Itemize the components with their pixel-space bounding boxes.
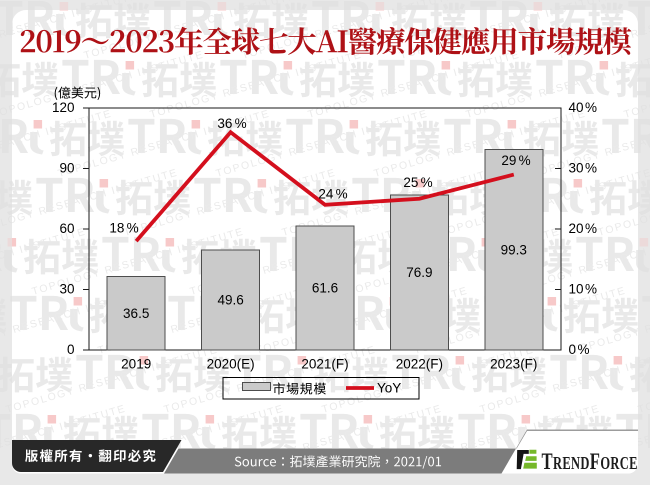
svg-text:2019: 2019 <box>121 357 151 372</box>
svg-text:TRENDFORCE: TRENDFORCE <box>542 450 638 475</box>
svg-text:99.3: 99.3 <box>501 243 527 258</box>
svg-text:60: 60 <box>59 221 74 236</box>
svg-text:20%: 20% <box>569 221 598 236</box>
svg-text:36%: 36% <box>217 116 246 131</box>
svg-text:30%: 30% <box>569 161 598 176</box>
svg-text:76.9: 76.9 <box>406 265 432 280</box>
svg-text:29%: 29% <box>501 153 530 168</box>
svg-text:18%: 18% <box>109 221 138 236</box>
svg-text:40%: 40% <box>569 100 598 115</box>
svg-text:2023(F): 2023(F) <box>490 357 537 372</box>
svg-text:61.6: 61.6 <box>312 281 338 296</box>
svg-text:2020(E): 2020(E) <box>207 357 255 372</box>
svg-text:0: 0 <box>67 342 75 357</box>
svg-text:30: 30 <box>59 282 74 297</box>
svg-text:2021(F): 2021(F) <box>301 357 348 372</box>
svg-text:120: 120 <box>52 100 75 115</box>
svg-text:90: 90 <box>59 161 74 176</box>
svg-text:10%: 10% <box>569 282 598 297</box>
svg-text:0%: 0% <box>569 342 590 357</box>
svg-text:2022(F): 2022(F) <box>396 357 443 372</box>
svg-text:25%: 25% <box>403 175 432 190</box>
svg-text:24%: 24% <box>318 187 347 202</box>
svg-text:YoY: YoY <box>377 381 401 396</box>
svg-text:36.5: 36.5 <box>123 306 149 321</box>
svg-text:49.6: 49.6 <box>217 293 243 308</box>
